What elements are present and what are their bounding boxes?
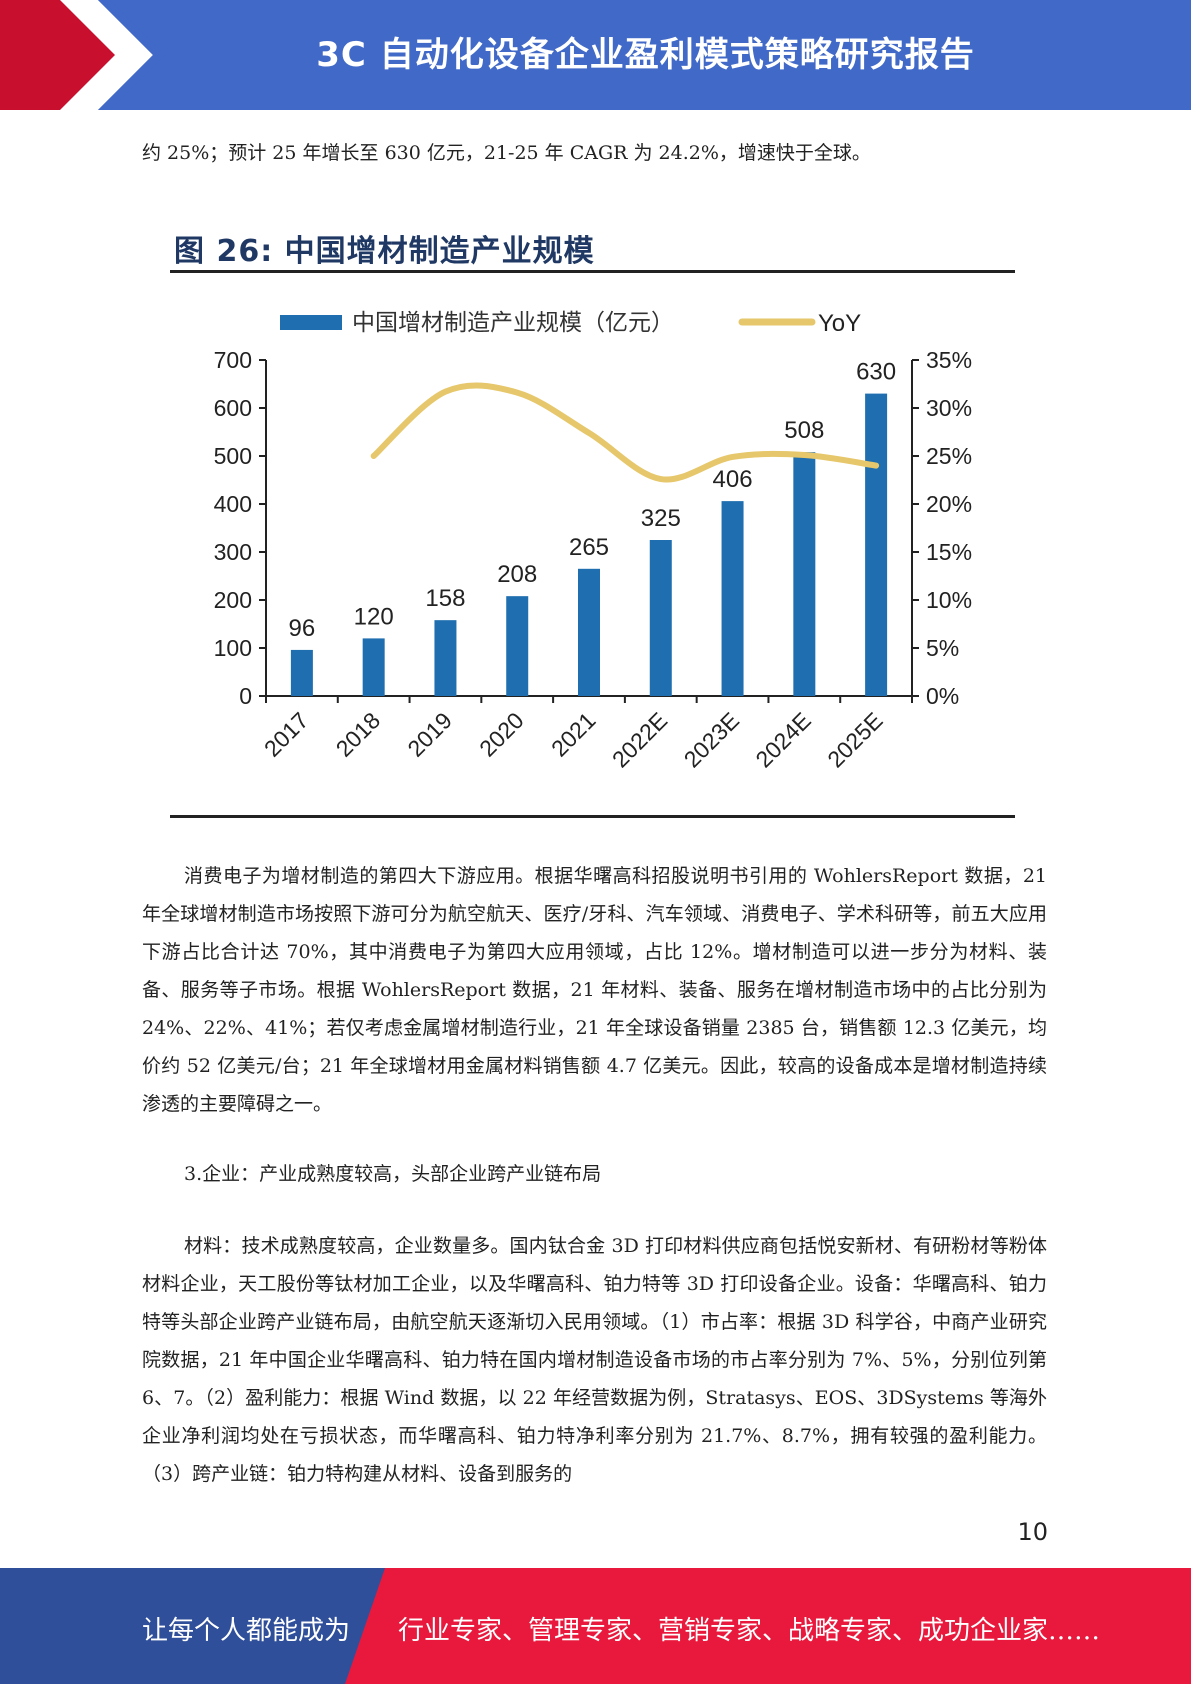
x-tick-label: 2025E bbox=[822, 707, 887, 772]
right-tick-label: 25% bbox=[926, 443, 972, 469]
bar-value-label: 265 bbox=[569, 534, 609, 561]
bar-2018 bbox=[362, 638, 385, 696]
bar-value-label: 406 bbox=[713, 466, 753, 493]
right-tick-label: 10% bbox=[926, 587, 972, 613]
x-tick-label: 2020 bbox=[474, 707, 529, 762]
left-tick-label: 600 bbox=[214, 395, 252, 421]
x-tick-label: 2021 bbox=[546, 707, 601, 762]
bar-value-label: 508 bbox=[784, 417, 824, 444]
paragraph-2-text: 材料：技术成熟度较高，企业数量多。国内钛合金 3D 打印材料供应商包括悦安新材、… bbox=[142, 1235, 1047, 1485]
right-tick-label: 35% bbox=[926, 347, 972, 373]
yoy-line bbox=[370, 382, 880, 483]
intro-text: 约 25%；预计 25 年增长至 630 亿元，21-25 年 CAGR 为 2… bbox=[142, 142, 871, 164]
document-title: 3C 自动化设备企业盈利模式策略研究报告 bbox=[316, 35, 975, 75]
right-tick-label: 20% bbox=[926, 491, 972, 517]
paragraph-1-text: 消费电子为增材制造的第四大下游应用。根据华曙高科招股说明书引用的 Wohlers… bbox=[142, 865, 1047, 1115]
bar-2022E bbox=[649, 540, 672, 696]
x-tick-label: 2017 bbox=[259, 707, 314, 762]
right-tick-label: 5% bbox=[926, 635, 959, 661]
bar-value-label: 96 bbox=[289, 615, 316, 642]
industry-scale-chart: 中国增材制造产业规模（亿元） YoY 0 100 200 300 400 500 600 700 0… bbox=[214, 310, 972, 773]
page-number: 10 bbox=[1017, 1518, 1048, 1546]
page-footer: 让每个人都能成为 行业专家、管理专家、营销专家、战略专家、成功企业家…… bbox=[0, 1568, 1191, 1684]
bar-value-label: 325 bbox=[641, 505, 681, 532]
paragraph-materials: 材料：技术成熟度较高，企业数量多。国内钛合金 3D 打印材料供应商包括悦安新材、… bbox=[142, 1227, 1047, 1493]
right-tick-label: 0% bbox=[926, 683, 959, 709]
right-tick-label: 15% bbox=[926, 539, 972, 565]
left-tick-label: 200 bbox=[214, 587, 252, 613]
figure-bottom-rule bbox=[170, 815, 1015, 818]
bar-2023E bbox=[721, 501, 744, 696]
x-tick-label: 2019 bbox=[402, 707, 457, 762]
bar-2020 bbox=[506, 596, 529, 696]
bar-2025E bbox=[865, 393, 888, 696]
left-tick-label: 0 bbox=[239, 683, 252, 709]
footer-slogan-right: 行业专家、管理专家、营销专家、战略专家、成功企业家…… bbox=[398, 1616, 1101, 1646]
left-tick-label: 300 bbox=[214, 539, 252, 565]
x-tick-label: 2022E bbox=[607, 707, 672, 772]
footer-slogan-left: 让每个人都能成为 bbox=[142, 1616, 351, 1646]
left-tick-label: 700 bbox=[214, 347, 252, 373]
left-tick-label: 100 bbox=[214, 635, 252, 661]
legend-bar-label: 中国增材制造产业规模（亿元） bbox=[352, 310, 674, 336]
bar-2019 bbox=[434, 620, 457, 696]
paragraph-consumer-electronics: 消费电子为增材制造的第四大下游应用。根据华曙高科招股说明书引用的 Wohlers… bbox=[142, 857, 1047, 1123]
bar-2024E bbox=[793, 452, 816, 696]
x-tick-label: 2024E bbox=[750, 707, 815, 772]
section-heading: 3.企业：产业成熟度较高，头部企业跨产业链布局 bbox=[142, 1155, 1047, 1193]
x-tick-label: 2023E bbox=[679, 707, 744, 772]
bar-value-label: 208 bbox=[497, 561, 537, 588]
figure-title: 图 26: 中国增材制造产业规模 bbox=[174, 234, 595, 269]
bar-2021 bbox=[578, 568, 600, 696]
figure-top-rule bbox=[170, 270, 1015, 273]
x-tick-label: 2018 bbox=[331, 707, 386, 762]
right-tick-label: 30% bbox=[926, 395, 972, 421]
bar-2017 bbox=[290, 649, 313, 696]
left-tick-label: 400 bbox=[214, 491, 252, 517]
header-background bbox=[0, 0, 1191, 110]
figure-26: 图 26: 中国增材制造产业规模 中国增材制造产业规模（亿元） YoY 0 100 20… bbox=[170, 220, 1015, 820]
legend-bar-swatch bbox=[280, 315, 342, 330]
footer-background bbox=[0, 1568, 1191, 1684]
bar-value-label: 630 bbox=[856, 359, 896, 386]
section-heading-text: 3.企业：产业成熟度较高，头部企业跨产业链布局 bbox=[184, 1163, 602, 1185]
page-header: 3C 自动化设备企业盈利模式策略研究报告 bbox=[0, 0, 1191, 110]
bar-value-label: 158 bbox=[425, 585, 465, 612]
bar-value-label: 120 bbox=[354, 603, 394, 630]
header-arrow-decoration bbox=[0, 0, 165, 110]
left-tick-label: 500 bbox=[214, 443, 252, 469]
legend-line-label: YoY bbox=[818, 310, 861, 337]
